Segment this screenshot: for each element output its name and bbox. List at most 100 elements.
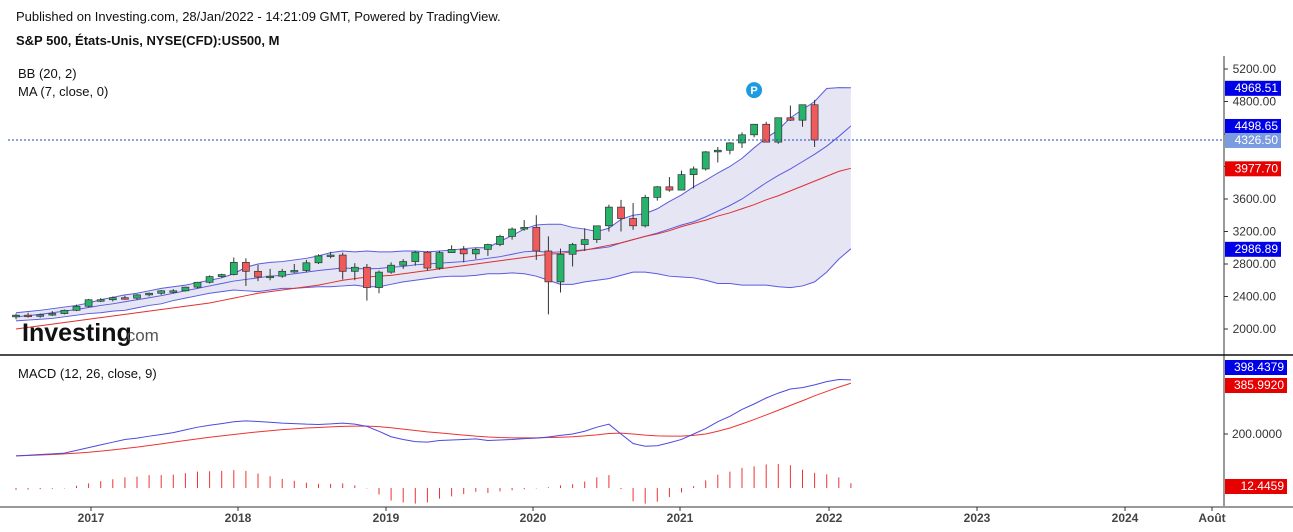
candle-body <box>24 314 32 318</box>
price-badge-label: 4498.65 <box>1235 119 1279 133</box>
time-tick-label: 2024 <box>1112 511 1139 525</box>
candle-body <box>302 262 311 271</box>
candle-body <box>435 252 444 269</box>
candle-body <box>508 228 516 237</box>
candle-body <box>60 309 69 314</box>
bb-indicator-label[interactable]: BB (20, 2) <box>18 66 77 81</box>
ma-line <box>15 167 852 330</box>
price-badge <box>1225 80 1281 96</box>
candle-body <box>750 123 758 136</box>
price-tick-label: 4800.00 <box>1233 95 1277 109</box>
candle-body <box>12 314 20 318</box>
time-tick-label: 2019 <box>373 511 400 525</box>
logo-suffix: .com <box>122 326 159 345</box>
time-tick-label: 2020 <box>520 511 547 525</box>
candle-body <box>629 218 637 227</box>
macd-tick-label: 200.0000 <box>1232 427 1282 441</box>
candle-body <box>713 149 722 153</box>
bollinger-upper-line <box>15 87 851 314</box>
candle-body <box>254 270 262 278</box>
candle-body <box>157 290 166 294</box>
candle-body <box>363 266 371 288</box>
candle-body <box>641 197 650 227</box>
candle-body <box>447 249 456 253</box>
candle-body <box>653 186 662 198</box>
signal-line <box>15 382 852 457</box>
dividend-marker-label: P <box>750 85 757 97</box>
candle-body <box>738 134 746 144</box>
candle-body <box>266 275 274 279</box>
candle-body <box>423 251 432 269</box>
candle-body <box>121 297 129 300</box>
price-tick-label: 2000.00 <box>1233 322 1277 336</box>
candle-body <box>726 142 734 151</box>
candle-body <box>375 271 383 288</box>
candle-body <box>532 227 541 252</box>
price-badge-label: 2986.89 <box>1235 242 1279 256</box>
candle-body <box>399 261 408 266</box>
candle-body <box>48 313 57 316</box>
time-tick-label: 2017 <box>78 511 105 525</box>
price-tick-label: 5200.00 <box>1233 62 1277 76</box>
ma-indicator-label[interactable]: MA (7, close, 0) <box>18 84 109 99</box>
candle-body <box>544 250 553 283</box>
candle-body <box>774 117 783 143</box>
macd-indicator-label[interactable]: MACD (12, 26, close, 9) <box>18 366 157 381</box>
price-tick-label: 2800.00 <box>1233 257 1277 271</box>
price-badge <box>1225 241 1281 257</box>
price-badge <box>1225 118 1281 134</box>
candle-body <box>701 151 710 170</box>
price-tick-label: 2400.00 <box>1233 290 1277 304</box>
candle-body <box>810 104 819 141</box>
candle-body <box>471 249 480 255</box>
candle-body <box>689 168 698 175</box>
time-tick-label: 2018 <box>225 511 252 525</box>
candle-body <box>496 236 504 245</box>
candle-body <box>96 299 105 302</box>
time-tick-label: 2021 <box>667 511 694 525</box>
candle-body <box>338 254 347 272</box>
macd-badge-label: 398.4379 <box>1234 360 1284 374</box>
candle-body <box>278 270 287 277</box>
candle-body <box>459 249 468 255</box>
price-pane: P <box>8 82 1224 330</box>
candle-body <box>36 314 45 317</box>
candle-body <box>592 225 601 240</box>
candle-body <box>145 292 153 296</box>
bollinger-lower-line <box>15 248 852 322</box>
candle-body <box>568 244 577 255</box>
candle-body <box>72 305 81 311</box>
price-badge-label: 3977.70 <box>1235 161 1279 175</box>
candle-body <box>193 281 202 288</box>
candle-body <box>229 262 238 275</box>
logo-text: Investing <box>22 319 132 347</box>
price-badge-label: 4968.51 <box>1235 81 1279 95</box>
macd-pane <box>15 378 852 504</box>
candle-body <box>786 117 795 121</box>
price-badge-label: 4326.50 <box>1235 133 1279 147</box>
candle-body <box>290 270 299 273</box>
axes: 5200.004800.004400.004000.003600.003200.… <box>0 56 1293 525</box>
price-badge <box>1225 161 1281 177</box>
price-tick-label: 3600.00 <box>1233 192 1277 206</box>
macd-line <box>15 378 851 457</box>
bollinger-middle-line <box>15 125 852 318</box>
macd-badge <box>1225 360 1287 375</box>
time-tick-label: 2023 <box>964 511 991 525</box>
macd-badge-label: 385.9920 <box>1234 378 1284 392</box>
candle-body <box>108 297 117 301</box>
candle-body <box>217 274 226 277</box>
candle-body <box>387 264 395 273</box>
price-badge <box>1225 132 1281 148</box>
candle-body <box>314 255 323 264</box>
candle-body <box>617 206 625 219</box>
time-tick-label: Août <box>1198 511 1225 525</box>
candle-body <box>520 227 529 230</box>
investing-logo: Investing .com <box>22 319 159 347</box>
macd-badge <box>1225 378 1287 393</box>
published-line: Published on Investing.com, 28/Jan/2022 … <box>16 9 501 24</box>
candle-body <box>677 174 686 191</box>
candle-body <box>181 286 190 292</box>
candle-body <box>242 262 250 272</box>
